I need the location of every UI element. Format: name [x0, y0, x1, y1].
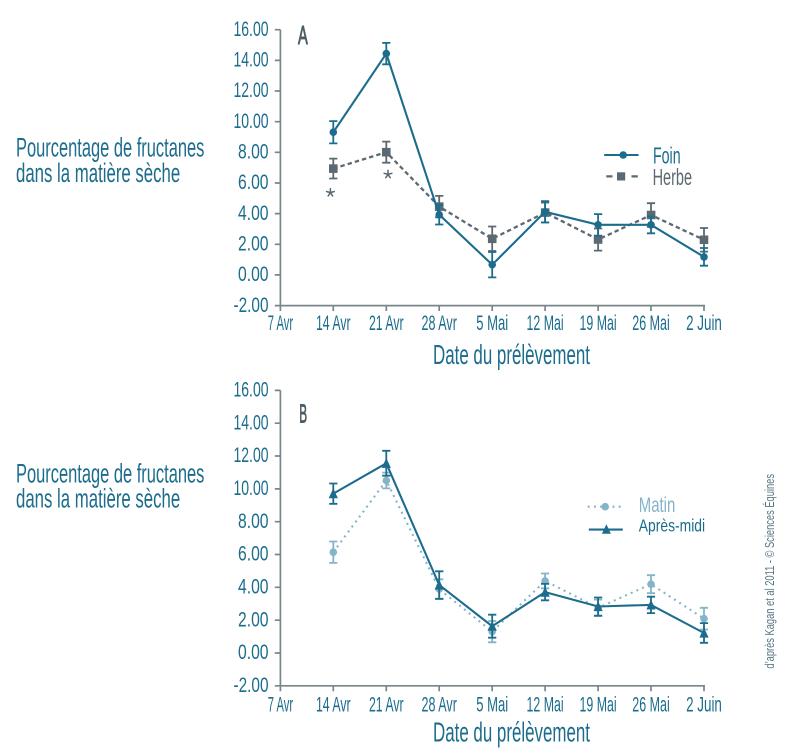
svg-text:Après-midi: Après-midi [639, 515, 705, 535]
svg-text:12 Mai: 12 Mai [527, 312, 564, 335]
svg-text:2.00: 2.00 [238, 233, 269, 256]
svg-text:10.00: 10.00 [234, 110, 269, 133]
svg-text:21 Avr: 21 Avr [369, 312, 404, 335]
svg-text:4.00: 4.00 [238, 576, 269, 599]
svg-text:5 Mai: 5 Mai [476, 693, 508, 716]
svg-text:-2.00: -2.00 [234, 294, 269, 317]
svg-text:16.00: 16.00 [234, 379, 269, 402]
svg-text:Pourcentage de fructanes: Pourcentage de fructanes [16, 133, 204, 163]
svg-text:8.00: 8.00 [238, 141, 269, 164]
svg-text:Pourcentage de fructanes: Pourcentage de fructanes [16, 459, 204, 489]
svg-text:Herbe: Herbe [653, 164, 692, 190]
svg-text:4.00: 4.00 [238, 202, 269, 225]
svg-text:dans la matière sèche: dans la matière sèche [16, 158, 180, 188]
svg-text:Foin: Foin [653, 142, 681, 168]
svg-text:28 Avr: 28 Avr [422, 312, 457, 335]
svg-text:0.00: 0.00 [238, 263, 269, 286]
svg-text:6.00: 6.00 [238, 543, 269, 566]
svg-text:28 Avr: 28 Avr [422, 693, 457, 716]
svg-text:26 Mai: 26 Mai [632, 693, 670, 716]
svg-text:14.00: 14.00 [234, 49, 269, 72]
svg-text:19 Mai: 19 Mai [580, 312, 617, 335]
svg-text:d’après Kagan et al 2011 - ©: d’après Kagan et al 2011 - © Sciences Éq… [762, 474, 777, 669]
svg-text:14.00: 14.00 [234, 411, 269, 434]
svg-text:2.00: 2.00 [238, 608, 269, 631]
svg-text:2 Juin: 2 Juin [686, 693, 722, 716]
svg-text:Date du prélèvement: Date du prélèvement [433, 339, 590, 370]
svg-text:-2.00: -2.00 [234, 674, 269, 697]
svg-text:2 Juin: 2 Juin [686, 312, 722, 335]
svg-text:12.00: 12.00 [234, 444, 269, 467]
svg-text:0.00: 0.00 [238, 641, 269, 664]
svg-text:B: B [299, 400, 307, 428]
svg-text:8.00: 8.00 [238, 510, 269, 533]
svg-text:5 Mai: 5 Mai [476, 312, 508, 335]
svg-text:14 Avr: 14 Avr [316, 312, 351, 335]
svg-text:14 Avr: 14 Avr [316, 693, 351, 716]
svg-text:12 Mai: 12 Mai [527, 693, 564, 716]
svg-text:21 Avr: 21 Avr [369, 693, 404, 716]
svg-text:Date du prélèvement: Date du prélèvement [433, 716, 590, 747]
svg-text:6.00: 6.00 [238, 171, 269, 194]
svg-text:19 Mai: 19 Mai [580, 693, 617, 716]
svg-text:dans la matière sèche: dans la matière sèche [16, 484, 180, 514]
svg-text:A: A [298, 22, 308, 50]
svg-text:16.00: 16.00 [234, 18, 269, 41]
svg-text:12.00: 12.00 [234, 79, 269, 102]
svg-text:7 Avr: 7 Avr [268, 693, 293, 716]
svg-text:Matin: Matin [639, 494, 676, 517]
svg-text:7 Avr: 7 Avr [268, 312, 293, 335]
svg-text:26 Mai: 26 Mai [632, 312, 670, 335]
svg-text:10.00: 10.00 [234, 477, 269, 500]
